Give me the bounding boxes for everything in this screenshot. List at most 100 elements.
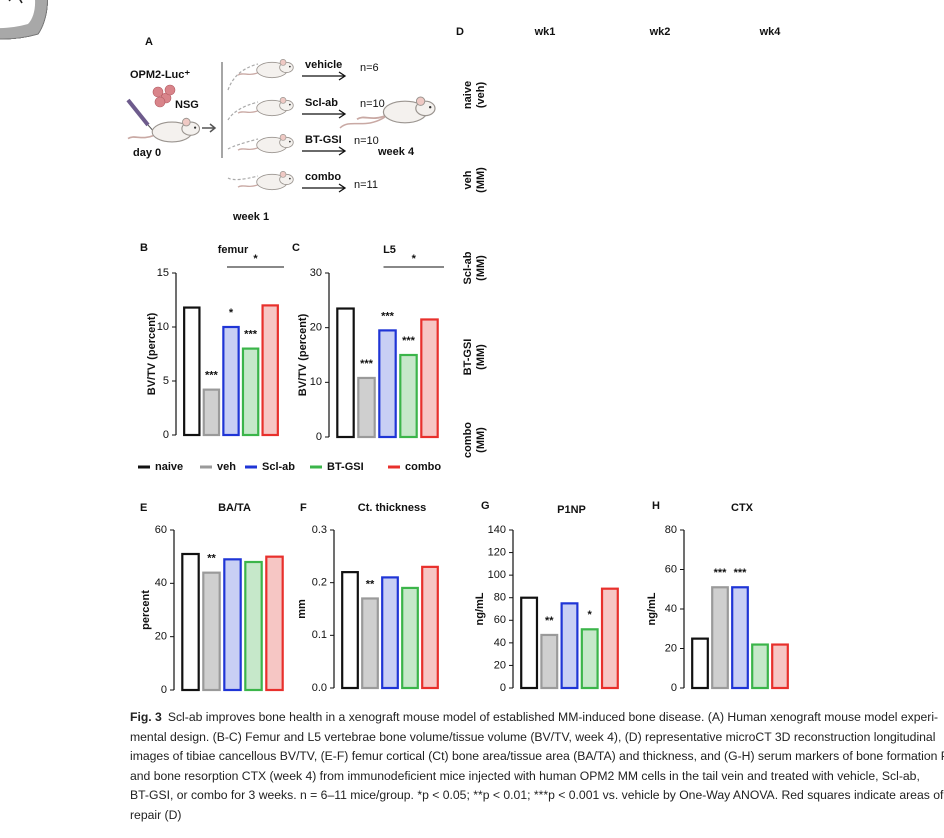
dashed-arrow	[227, 175, 259, 181]
legend-label: veh	[217, 461, 236, 473]
bar	[540, 633, 559, 690]
caption-text: and bone resorption CTX (week 4) from im…	[130, 768, 920, 783]
bar	[181, 552, 200, 692]
mouse-icon	[237, 134, 294, 154]
tail	[339, 116, 386, 129]
bracket-label: *	[253, 253, 258, 265]
group-n: n=10	[360, 98, 385, 110]
arrow	[202, 123, 217, 133]
legend-label: naive	[155, 461, 183, 473]
significance-label: ***	[402, 335, 416, 347]
y-tick-label: 60	[494, 614, 506, 626]
chart-title: femur	[218, 244, 249, 256]
legend-label: combo	[405, 461, 441, 473]
bar	[223, 558, 242, 692]
y-tick-label: 100	[488, 569, 506, 581]
y-tick-label: 0	[500, 682, 506, 694]
bar	[731, 586, 749, 690]
caption-line: and bone resorption CTX (week 4) from im…	[130, 767, 920, 787]
bar	[241, 347, 260, 437]
mouse-icon	[237, 59, 294, 79]
syringe	[126, 98, 150, 127]
bar	[202, 388, 221, 437]
y-tick-label: 0	[671, 682, 677, 694]
significance-label: *	[229, 307, 234, 319]
column-label: wk1	[534, 26, 556, 38]
bar	[600, 587, 619, 690]
legend-label: Scl-ab	[262, 461, 295, 473]
panel-letter: F	[300, 502, 307, 514]
row-label: veh	[462, 170, 474, 189]
arrow	[302, 183, 347, 193]
bar	[771, 643, 789, 690]
caption-line: Fig. 3 Scl-ab improves bone health in a x…	[130, 708, 938, 728]
bar	[265, 555, 284, 692]
tumor-cell	[152, 86, 164, 98]
bar	[222, 325, 240, 437]
caption-line: BT-GSI, or combo for 3 weeks. n = 6–11 m…	[130, 786, 944, 806]
mouse-icon	[127, 117, 201, 143]
mouse-eye	[289, 177, 291, 180]
mouse-tail	[237, 146, 259, 151]
dashed-arrow	[227, 63, 259, 91]
start-label: day 0	[133, 147, 161, 159]
bar	[691, 637, 709, 690]
bar	[361, 597, 379, 690]
dashed-arrow	[227, 138, 259, 150]
y-tick-label: 0	[161, 684, 167, 696]
y-axis-label: ng/mL	[474, 592, 486, 625]
trabecula	[19, 0, 23, 4]
caption-line: repair (D)	[130, 806, 906, 826]
mouse-ear	[279, 97, 287, 104]
mouse-ear	[279, 171, 287, 178]
bar	[183, 306, 201, 437]
significance-label: ***	[381, 310, 395, 322]
bar	[751, 643, 769, 690]
panel-letter: C	[292, 242, 300, 254]
row-label: naive	[462, 81, 474, 109]
y-tick-label: 20	[155, 631, 167, 643]
bracket-label: *	[412, 253, 417, 265]
mouse-eye	[429, 106, 432, 109]
y-tick-label: 15	[157, 267, 169, 279]
y-tick-label: 0	[316, 431, 322, 443]
bar	[244, 560, 263, 692]
panel-letter: A	[145, 36, 153, 48]
mouse-tail	[356, 114, 387, 120]
treat-label: week 1	[232, 211, 269, 223]
mouse-tail	[237, 183, 259, 188]
mouse-ear	[279, 59, 287, 66]
significance-label: ***	[734, 567, 748, 579]
caption: Fig. 3 Scl-ab improves bone health in a x…	[130, 708, 944, 826]
dashed-arrow	[227, 101, 259, 121]
group-name: BT-GSI	[305, 134, 342, 146]
significance-label: **	[366, 578, 375, 590]
mouse-icon	[356, 96, 436, 124]
bar	[341, 571, 359, 690]
mouse-tail	[237, 71, 259, 76]
group-name: combo	[305, 171, 341, 183]
mouse-eye	[194, 126, 197, 129]
mouse-icon	[237, 97, 294, 117]
row-label: (MM)	[475, 344, 487, 370]
y-tick-label: 0	[163, 429, 169, 441]
bar	[381, 576, 399, 690]
y-axis-label: ng/mL	[646, 592, 658, 625]
y-tick-label: 0.2	[312, 577, 327, 589]
y-tick-label: 0.0	[312, 682, 327, 694]
mouse-tail	[127, 134, 155, 140]
significance-label: ***	[205, 370, 219, 382]
panel-letter: G	[481, 500, 490, 512]
mouse-eye	[289, 140, 291, 143]
y-axis-label: BV/TV (percent)	[146, 312, 158, 395]
bar	[421, 565, 439, 690]
y-tick-label: 80	[494, 592, 506, 604]
caption-text: mental design. (B-C) Femur and L5 verteb…	[130, 729, 936, 744]
y-tick-label: 40	[494, 637, 506, 649]
mouse-icon	[237, 171, 294, 191]
caption-line: images of tibiae cancellous BV/TV, (E-F)…	[130, 747, 944, 767]
bar	[520, 596, 539, 690]
group-n: n=6	[360, 62, 379, 74]
row-label: BT-GSI	[462, 339, 474, 376]
bar	[202, 571, 221, 692]
